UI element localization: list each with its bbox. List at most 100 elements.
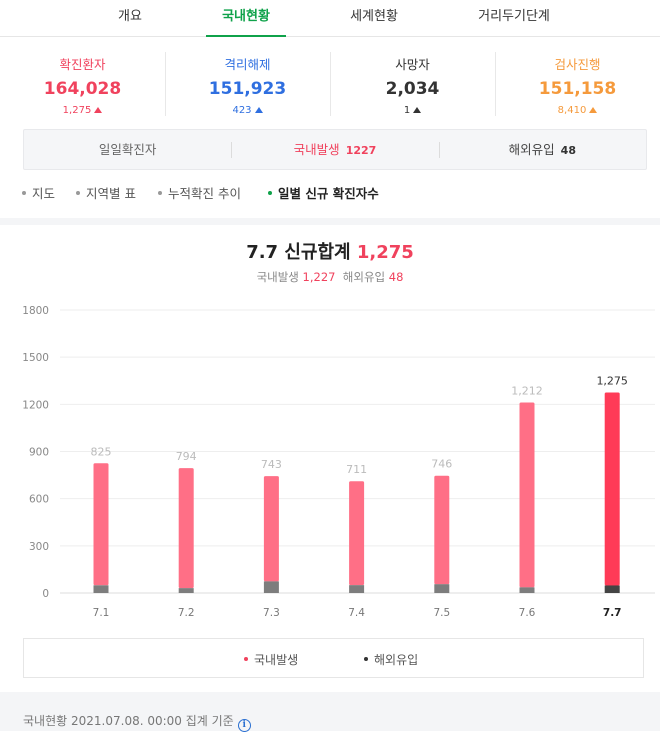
chart-subtitle: 국내발생 1,227 해외유입 48 <box>0 269 660 285</box>
up-arrow-icon <box>94 107 103 113</box>
bar-imported <box>178 588 194 593</box>
bar-imported <box>434 584 450 593</box>
stat-delta: 423 <box>232 105 252 116</box>
up-arrow-icon <box>254 107 263 113</box>
stat-label: 확진환자 <box>59 57 106 72</box>
legend-label: 해외유입 <box>374 653 419 667</box>
chart-title-text: 7.7 신규합계 <box>246 242 351 263</box>
stat-delta-wrap: 1,275 <box>0 105 165 116</box>
x-tick-label: 7.1 <box>93 607 110 619</box>
stat-value: 2,034 <box>385 79 440 99</box>
bar-domestic <box>434 475 450 585</box>
bar-value-label: 1,212 <box>511 384 543 397</box>
legend-imported[interactable]: 해외유입 <box>364 651 418 668</box>
bar-value-label: 746 <box>431 458 452 471</box>
x-tick-label: 7.7 <box>603 607 622 619</box>
daily-domestic-value: 1227 <box>345 144 377 157</box>
stat-label: 사망자 <box>395 57 430 72</box>
bar-value-label: 825 <box>91 445 112 458</box>
chart-sub-imported-value: 48 <box>388 270 404 284</box>
bar-domestic <box>604 392 620 586</box>
bullet-icon <box>22 191 26 195</box>
bar-domestic <box>519 402 535 588</box>
subnav-daily-new[interactable]: 일별 신규 확진자수 <box>268 183 379 202</box>
footer-suffix: 집계 기준 <box>185 714 234 728</box>
stat-value: 164,028 <box>43 79 122 99</box>
daily-title: 일일확진자 <box>98 142 157 157</box>
x-tick-label: 7.4 <box>348 607 365 619</box>
bar-domestic <box>349 481 365 586</box>
legend-domestic[interactable]: 국내발생 <box>244 651 298 668</box>
y-tick-label: 1800 <box>22 305 49 317</box>
x-tick-label: 7.3 <box>263 607 280 619</box>
stat-testing: 검사진행 151,158 8,410 <box>495 48 660 120</box>
subnav-region-table[interactable]: 지역별 표 <box>76 183 136 202</box>
subnav-label: 지역별 표 <box>86 186 136 201</box>
y-tick-label: 1200 <box>22 399 49 411</box>
y-tick-label: 0 <box>42 588 49 600</box>
x-tick-label: 7.6 <box>519 607 536 619</box>
footer-datetime: 2021.07.08. 00:00 <box>71 714 182 728</box>
bar-imported <box>604 585 620 593</box>
footer-text: 국내현황 2021.07.08. 00:00 집계 기준 i <box>23 712 251 732</box>
chart-title-value: 1,275 <box>356 242 414 263</box>
y-tick-label: 900 <box>29 447 49 459</box>
stat-delta: 1 <box>403 105 411 116</box>
y-tick-label: 1500 <box>22 352 49 364</box>
chart-legend: 국내발생 해외유입 <box>23 638 644 678</box>
bar-imported <box>93 585 109 593</box>
stat-value: 151,158 <box>538 79 617 99</box>
bar-domestic <box>263 476 279 582</box>
stat-label: 검사진행 <box>554 57 601 72</box>
chart-sub-imported-label: 해외유입 <box>342 270 386 284</box>
stat-delta-wrap: 8,410 <box>495 105 660 116</box>
stat-released: 격리해제 151,923 423 <box>165 48 330 120</box>
bullet-icon <box>158 191 162 195</box>
bar-imported <box>263 581 279 593</box>
bar-value-label: 711 <box>346 463 367 476</box>
bullet-icon <box>76 191 80 195</box>
stat-delta-wrap: 423 <box>165 105 330 116</box>
up-arrow-icon <box>413 107 422 113</box>
tab-domestic[interactable]: 국내현황 <box>206 0 286 37</box>
stat-delta-wrap: 1 <box>330 105 495 116</box>
legend-dot-icon <box>364 657 368 661</box>
stat-confirmed: 확진환자 164,028 1,275 <box>0 48 165 120</box>
stat-value: 151,923 <box>208 79 287 99</box>
tab-world[interactable]: 세계현황 <box>350 9 398 24</box>
y-tick-label: 600 <box>29 494 49 506</box>
subnav-label: 누적확진 추이 <box>168 186 241 201</box>
y-tick-label: 300 <box>29 541 49 553</box>
chart-sub-domestic-value: 1,227 <box>302 270 336 284</box>
stat-label: 격리해제 <box>224 57 271 72</box>
bar-domestic <box>178 468 194 589</box>
chart-title: 7.7 신규합계 1,275 <box>0 238 660 264</box>
daily-imported: 해외유입 48 <box>438 130 646 169</box>
bar-value-label: 1,275 <box>596 375 628 388</box>
subnav-label: 지도 <box>32 186 56 201</box>
subnav-label: 일별 신규 확진자수 <box>278 186 379 201</box>
daily-imported-value: 48 <box>560 144 576 157</box>
bar-value-label: 743 <box>261 458 282 471</box>
bullet-icon <box>268 191 272 195</box>
bar-imported <box>519 587 535 593</box>
tab-overview[interactable]: 개요 <box>118 9 142 24</box>
bar-imported <box>349 585 365 593</box>
legend-label: 국내발생 <box>254 653 299 667</box>
top-tabs: 개요 국내현황 세계현황 거리두기단계 <box>0 0 660 37</box>
stat-deaths: 사망자 2,034 1 <box>330 48 495 120</box>
daily-confirmed-panel: 일일확진자 국내발생 1227 해외유입 48 <box>23 129 647 170</box>
x-tick-label: 7.5 <box>433 607 450 619</box>
tab-distancing[interactable]: 거리두기단계 <box>478 9 550 24</box>
section-divider <box>0 218 660 225</box>
subnav-cumulative[interactable]: 누적확진 추이 <box>158 183 241 202</box>
daily-imported-label: 해외유입 <box>508 142 555 157</box>
bar-value-label: 794 <box>176 450 197 463</box>
subnav-map[interactable]: 지도 <box>22 183 55 202</box>
footer: 국내현황 2021.07.08. 00:00 집계 기준 i <box>0 692 660 732</box>
stat-delta: 1,275 <box>62 105 92 116</box>
info-icon[interactable]: i <box>237 719 251 732</box>
legend-dot-icon <box>244 657 248 661</box>
bar-domestic <box>93 463 109 586</box>
stat-delta: 8,410 <box>557 105 587 116</box>
